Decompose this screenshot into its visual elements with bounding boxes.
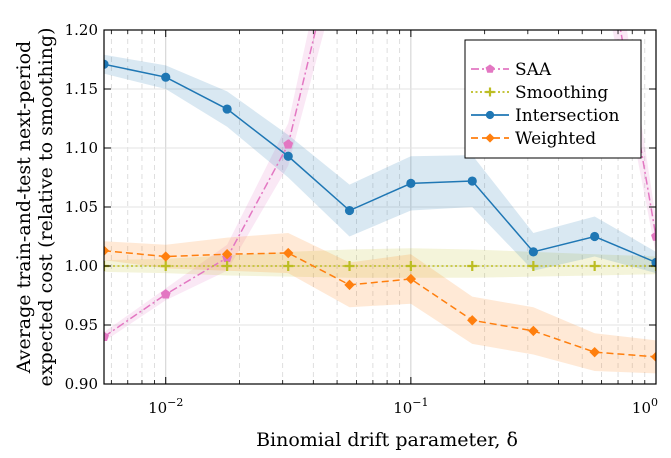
x-axis-label: Binomial drift parameter, δ bbox=[256, 429, 518, 451]
saa-marker bbox=[283, 139, 294, 149]
smoothing-marker bbox=[344, 261, 355, 271]
y-axis-label: Average train-and-test next-period expec… bbox=[13, 28, 57, 387]
intersection-marker bbox=[222, 104, 232, 114]
intersection-line bbox=[104, 63, 656, 264]
legend-marker-saa bbox=[485, 64, 495, 73]
intersection-marker bbox=[104, 59, 109, 69]
smoothing-marker bbox=[528, 261, 539, 271]
x-tick-labels: 10−2 10−1 100 bbox=[148, 396, 658, 417]
x-tick-label: 10−1 bbox=[393, 396, 428, 417]
smoothing-marker bbox=[160, 261, 171, 271]
y-tick-label: 1.10 bbox=[65, 139, 98, 157]
legend-label-saa: SAA bbox=[515, 60, 552, 80]
weighted-marker bbox=[160, 251, 171, 262]
intersection-marker bbox=[590, 231, 600, 242]
saa-marker bbox=[651, 231, 656, 241]
weighted-marker bbox=[221, 249, 233, 260]
legend-marker-smoothing bbox=[485, 87, 495, 97]
intersection-marker bbox=[161, 72, 171, 82]
saa-marker bbox=[160, 289, 171, 299]
weighted-band bbox=[104, 232, 656, 374]
weighted-marker bbox=[405, 273, 417, 285]
weighted-marker bbox=[589, 346, 600, 358]
y-axis-label-line1: Average train-and-test next-period bbox=[13, 41, 35, 374]
legend-marker-intersection bbox=[485, 110, 495, 120]
weighted-marker bbox=[467, 315, 478, 326]
smoothing-band bbox=[104, 248, 656, 278]
smoothing-marker bbox=[467, 261, 478, 271]
intersection-marker bbox=[467, 176, 477, 186]
y-tick-label: 0.90 bbox=[65, 375, 98, 393]
axis-ticks bbox=[104, 29, 657, 385]
y-axis-label-line2: expected cost (relative to smoothing) bbox=[35, 28, 57, 387]
smoothing-marker bbox=[405, 261, 416, 271]
smoothing-marker bbox=[222, 261, 233, 271]
smoothing-marker bbox=[283, 261, 294, 271]
legend-label-smoothing: Smoothing bbox=[515, 83, 608, 103]
y-tick-label: 1.00 bbox=[65, 257, 98, 275]
x-tick-label: 10−2 bbox=[148, 396, 183, 417]
legend-label-intersection: Intersection bbox=[515, 106, 619, 126]
y-tick-label: 1.20 bbox=[65, 21, 98, 39]
legend-marker-weighted bbox=[485, 133, 495, 143]
weighted-marker bbox=[528, 325, 539, 337]
intersection-band bbox=[104, 54, 656, 274]
intersection-marker bbox=[344, 205, 355, 216]
y-tick-label: 1.15 bbox=[65, 80, 98, 98]
legend-label-weighted: Weighted bbox=[515, 129, 596, 149]
saa-marker bbox=[104, 331, 109, 342]
legend: SAA Smoothing Intersection Weighted bbox=[464, 39, 642, 159]
smoothing-marker bbox=[589, 261, 600, 271]
intersection-marker bbox=[528, 247, 538, 257]
y-tick-labels: 0.90 0.95 1.00 1.05 1.10 1.15 1.20 bbox=[65, 21, 98, 393]
weighted-line bbox=[104, 249, 656, 358]
intersection-marker bbox=[406, 178, 416, 188]
series-markers bbox=[104, 59, 656, 363]
confidence-bands bbox=[104, 30, 656, 374]
weighted-marker bbox=[104, 245, 110, 256]
weighted-marker bbox=[283, 247, 294, 259]
intersection-marker bbox=[283, 151, 293, 161]
weighted-marker bbox=[650, 351, 656, 363]
weighted-marker bbox=[344, 279, 355, 291]
intersection-marker bbox=[651, 257, 656, 268]
y-tick-label: 1.05 bbox=[65, 198, 98, 216]
x-tick-label: 100 bbox=[632, 396, 658, 417]
y-tick-label: 0.95 bbox=[65, 316, 98, 334]
